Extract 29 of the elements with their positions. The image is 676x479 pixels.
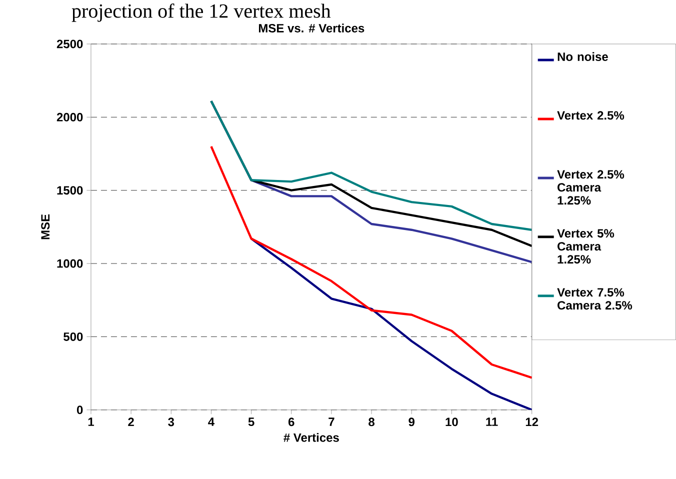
y-tick-label: 500 xyxy=(64,332,83,342)
x-tick-label: 10 xyxy=(446,418,458,426)
line-series xyxy=(210,145,532,379)
y-tick-label: 1000 xyxy=(57,259,83,268)
x-tick-label: 11 xyxy=(486,418,498,426)
chart-title: MSE vs. # Vertices xyxy=(258,24,364,33)
x-tick-label: 9 xyxy=(408,418,414,426)
y-tick-label: 0 xyxy=(76,406,83,414)
legend-label: Vertex 5% Camera 1.25% xyxy=(557,229,614,264)
legend-label: Vertex 2.5% xyxy=(557,111,624,120)
x-axis-title: # Vertices xyxy=(284,433,339,442)
x-tick-label: 7 xyxy=(328,418,334,426)
x-tick-label: 8 xyxy=(368,418,374,426)
legend-label: No noise xyxy=(558,52,608,62)
y-tick-label: 2000 xyxy=(56,112,83,122)
x-tick-label: 2 xyxy=(128,418,134,426)
x-tick-label: 5 xyxy=(248,418,254,426)
y-axis-title: MSE xyxy=(41,214,50,240)
y-tick-label: 1500 xyxy=(57,186,83,195)
text: projection of the 12 vertex mesh xyxy=(72,4,331,22)
legend-label: Vertex 7.5% Camera 2.5% xyxy=(557,288,632,310)
line-series xyxy=(250,238,532,410)
x-tick-label: 3 xyxy=(168,418,174,426)
legend-label: Vertex 2.5% Camera 1.25% xyxy=(557,170,624,205)
x-tick-label: 1 xyxy=(88,418,94,426)
y-tick-label: 2500 xyxy=(56,40,83,48)
x-tick-label: 6 xyxy=(288,418,294,426)
x-tick-label: 12 xyxy=(526,418,538,426)
x-tick-label: 4 xyxy=(208,418,214,426)
